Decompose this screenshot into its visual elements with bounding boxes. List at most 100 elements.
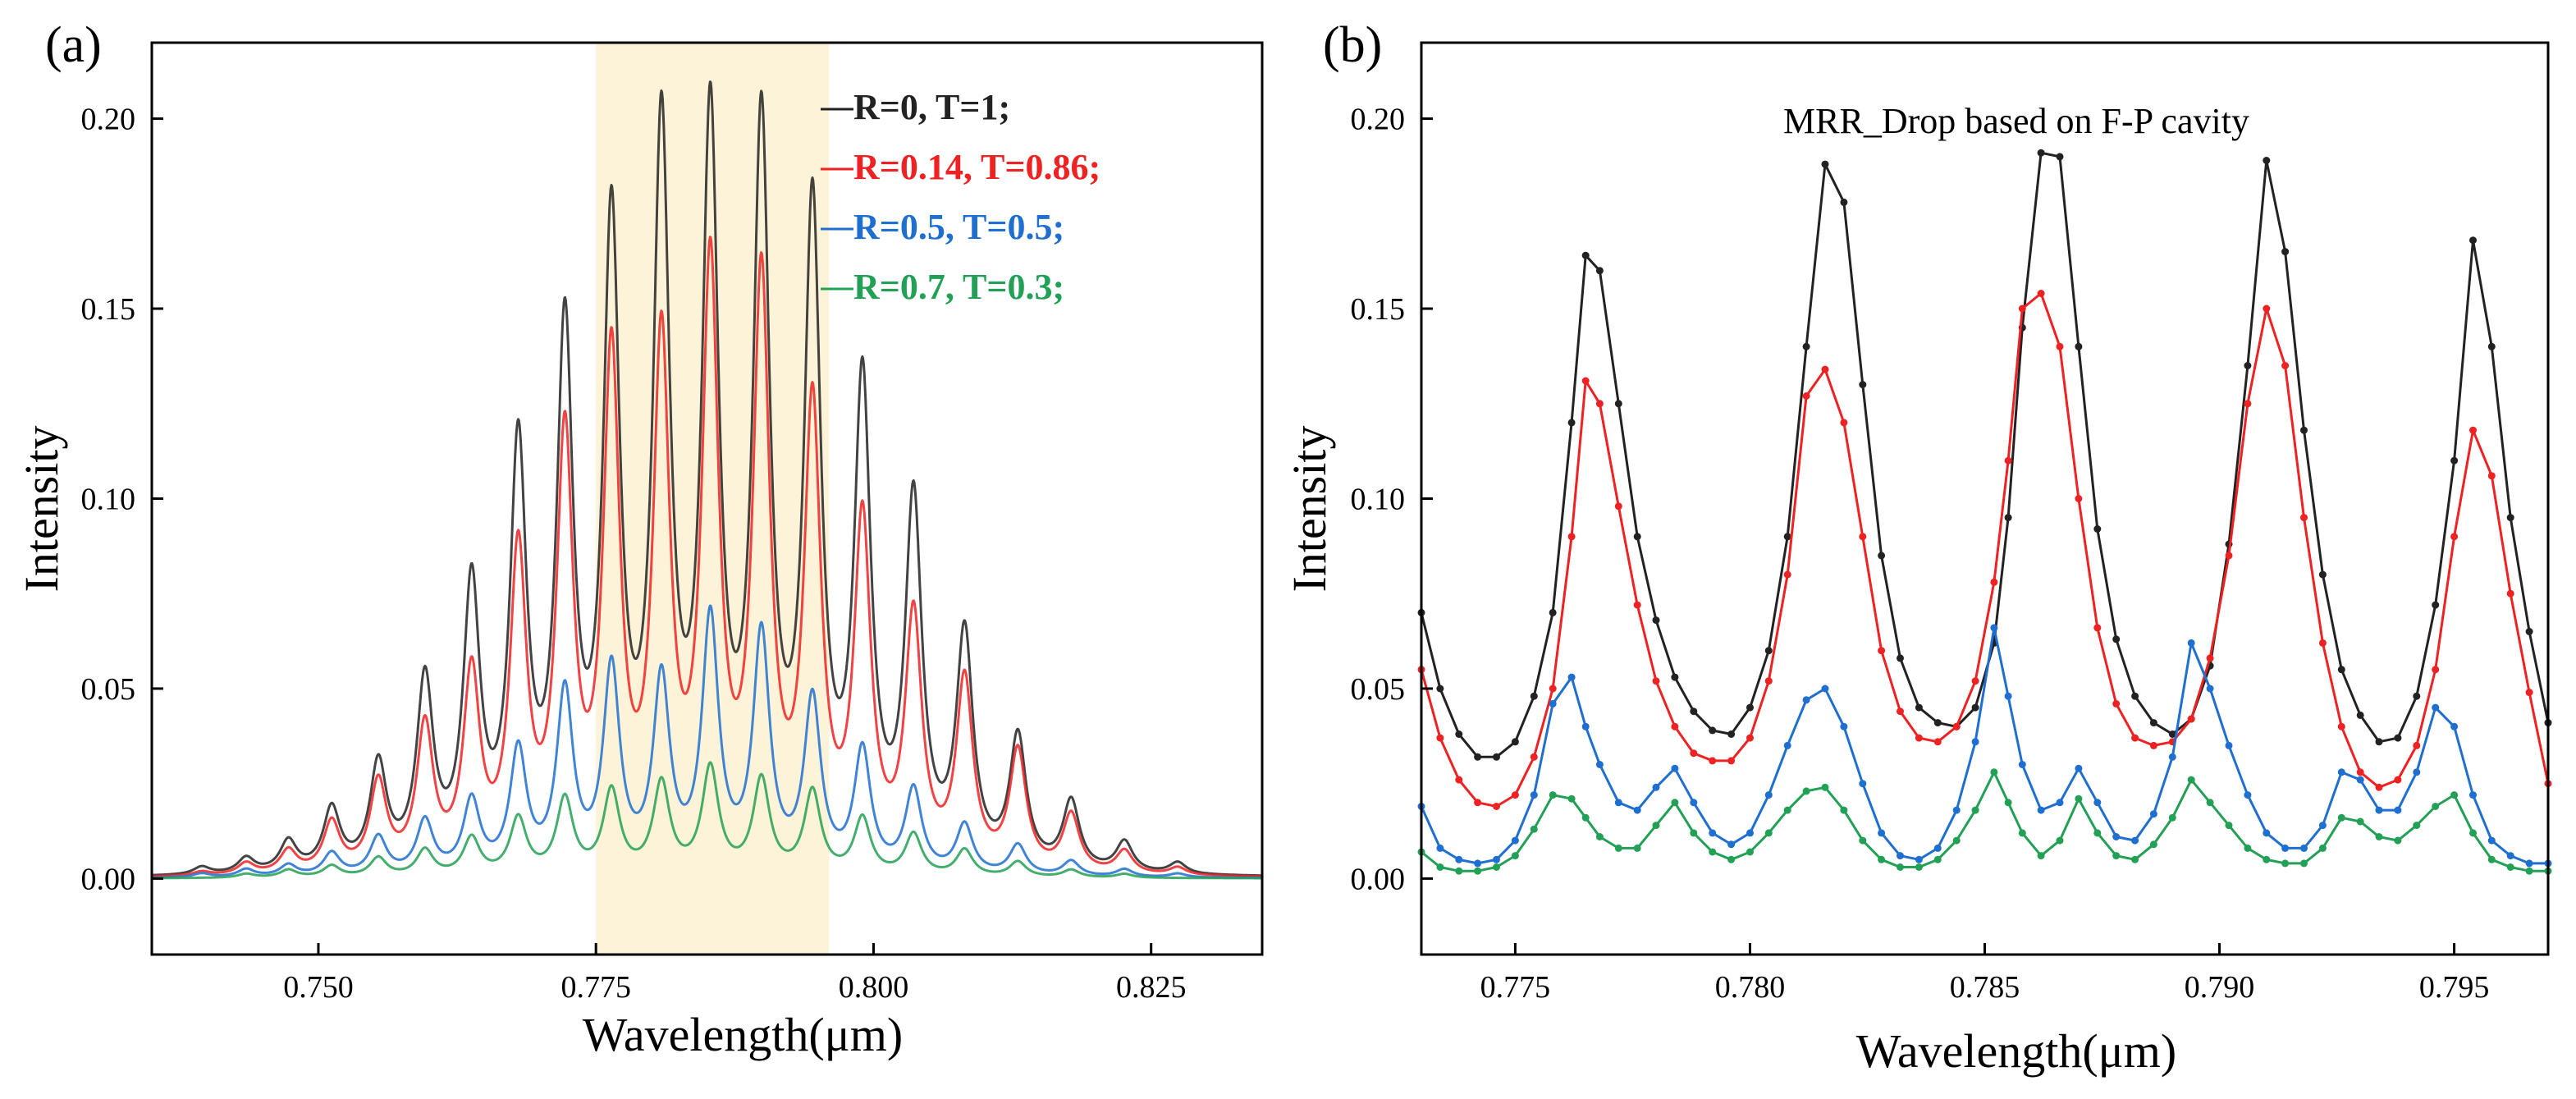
panel-b-data-point — [2263, 157, 2271, 164]
panel-b-data-point — [2225, 552, 2233, 560]
panel-a-xtick-label: 0.775 — [560, 970, 631, 1005]
panel-b-data-point — [1671, 722, 1679, 730]
panel-b-data-point — [2206, 799, 2214, 807]
panel-b-data-point — [2450, 791, 2459, 799]
panel-b-data-point — [2506, 514, 2514, 522]
panel-b-data-point — [2075, 495, 2083, 502]
panel-b-data-point — [1652, 822, 1660, 830]
legend-label: R=0.14, T=0.86; — [853, 147, 1100, 187]
panel-b-ytick-label: 0.10 — [1351, 483, 1406, 517]
panel-b-data-point — [1746, 734, 1754, 742]
panel-a-xtick-label: 0.750 — [283, 970, 354, 1005]
panel-b-data-point — [1671, 799, 1679, 807]
panel-b-data-point — [1511, 791, 1519, 799]
panel-b-data-point — [1455, 855, 1463, 863]
panel-b-data-point — [2469, 829, 2477, 837]
panel-a-ylabel: Intensity — [15, 426, 68, 593]
panel-b-data-point — [1878, 829, 1886, 837]
panel-b-data-point — [2469, 791, 2477, 799]
panel-b-data-point — [1493, 803, 1500, 810]
panel-b-data-point — [2375, 783, 2383, 791]
panel-b-data-point — [2187, 715, 2195, 723]
panel-a-ticks: 0.750 0.775 0.800 0.825 0.00 0.05 0.10 0.15 0.20 — [81, 103, 1187, 1005]
panel-b-data-point — [2281, 248, 2290, 256]
panel-b-data-point — [1436, 863, 1444, 871]
panel-b-data-point — [1690, 707, 1698, 716]
panel-b-data-point — [1455, 776, 1463, 784]
panel-a-legend: R=0, T=1; R=0.14, T=0.86; R=0.5, T=0.5; R=0… — [821, 87, 1100, 307]
panel-b-data-point — [2525, 628, 2533, 635]
panel-b-data-point — [2318, 822, 2327, 830]
panel-b-data-point — [1595, 400, 1604, 408]
panel-b-data-point — [1727, 757, 1736, 765]
panel-a-ytick-label: 0.20 — [81, 103, 136, 137]
panel-b-data-point — [1783, 570, 1791, 579]
panel-b-data-point — [2225, 822, 2233, 830]
panel-b-data-point — [2263, 305, 2271, 313]
panel-b-data-point — [2018, 305, 2026, 313]
panel-b-data-point — [1840, 722, 1848, 730]
panel-b-data-point — [1511, 836, 1519, 845]
panel-b-data-point — [2225, 741, 2233, 749]
panel-b-data-point — [2432, 703, 2440, 712]
panel-b-data-point — [1764, 677, 1773, 685]
panel-b-series-line — [1420, 626, 2548, 865]
panel-b-data-point — [1897, 852, 1904, 860]
panel-b-xtick-label: 0.780 — [1715, 970, 1786, 1005]
panel-b-data-point — [1652, 677, 1660, 685]
panel-b-data-point — [1455, 867, 1463, 875]
panel-b-letter: (b) — [1323, 17, 1382, 73]
panel-b-data-point — [2244, 791, 2252, 799]
panel-b-data-point — [1783, 533, 1791, 541]
legend-label: R=0, T=1; — [853, 87, 1010, 127]
panel-b-data-point — [1990, 624, 1998, 632]
panel-b-data-point — [1567, 673, 1576, 681]
panel-b-data-point — [1802, 392, 1810, 400]
panel-b-data-point — [2300, 514, 2308, 522]
panel-b-data-point — [1933, 855, 1942, 863]
panel-b-data-point — [1614, 844, 1622, 852]
panel-b-data-point — [2075, 342, 2083, 350]
panel-b-data-point — [1474, 859, 1482, 868]
panel-b-data-point — [1436, 685, 1444, 693]
panel-b-title: MRR_Drop based on F-P cavity — [1783, 101, 2249, 141]
panel-b-data-point — [2300, 859, 2308, 868]
panel-b-data-point — [1709, 829, 1717, 837]
panel-b-data-point — [2506, 589, 2514, 598]
panel-b-ytick-label: 0.20 — [1351, 103, 1406, 137]
panel-b-data-point — [1915, 855, 1923, 863]
panel-b-ytick-label: 0.00 — [1351, 862, 1406, 896]
panel-b-data-point — [2487, 472, 2496, 480]
panel-b-data-point — [2263, 829, 2271, 837]
panel-b-data-point — [2004, 692, 2012, 700]
panel-b-data-point — [1952, 806, 1961, 814]
panel-b-data-point — [1690, 799, 1698, 807]
panel-b-data-point — [1821, 685, 1829, 693]
panel-b-data-point — [1614, 400, 1622, 408]
panel-b-data-point — [2037, 290, 2045, 297]
panel-b-data-point — [2004, 514, 2012, 522]
panel-b-data-point — [2206, 685, 2214, 693]
panel-b-data-point — [2244, 400, 2252, 408]
panel-b-data-point — [1671, 673, 1679, 681]
panel-b-data-point — [2093, 624, 2102, 632]
panel-b-data-point — [1746, 703, 1754, 712]
panel-b-data-point — [2413, 692, 2421, 700]
panel-b-data-point — [1933, 844, 1942, 852]
panel-b-data-point — [1859, 381, 1867, 389]
panel-b-ytick-label: 0.05 — [1351, 672, 1406, 707]
panel-b-data-point — [1915, 703, 1923, 712]
panel-b-data-point — [2112, 833, 2121, 840]
panel-b-data-point — [1764, 829, 1773, 837]
panel-b-data-point — [2263, 855, 2271, 863]
panel-b-data-point — [1878, 647, 1886, 655]
panel-b-data-point — [2131, 836, 2139, 845]
panel-b-data-point — [2244, 844, 2252, 852]
panel-b-data-point — [2018, 829, 2026, 837]
panel-b-data-point — [1971, 738, 1979, 746]
panel-b-data-point — [2149, 840, 2157, 849]
panel-b-axes-frame — [1420, 41, 2550, 956]
panel-b-data-point — [1455, 730, 1463, 738]
panel-b-data-point — [1709, 848, 1717, 856]
